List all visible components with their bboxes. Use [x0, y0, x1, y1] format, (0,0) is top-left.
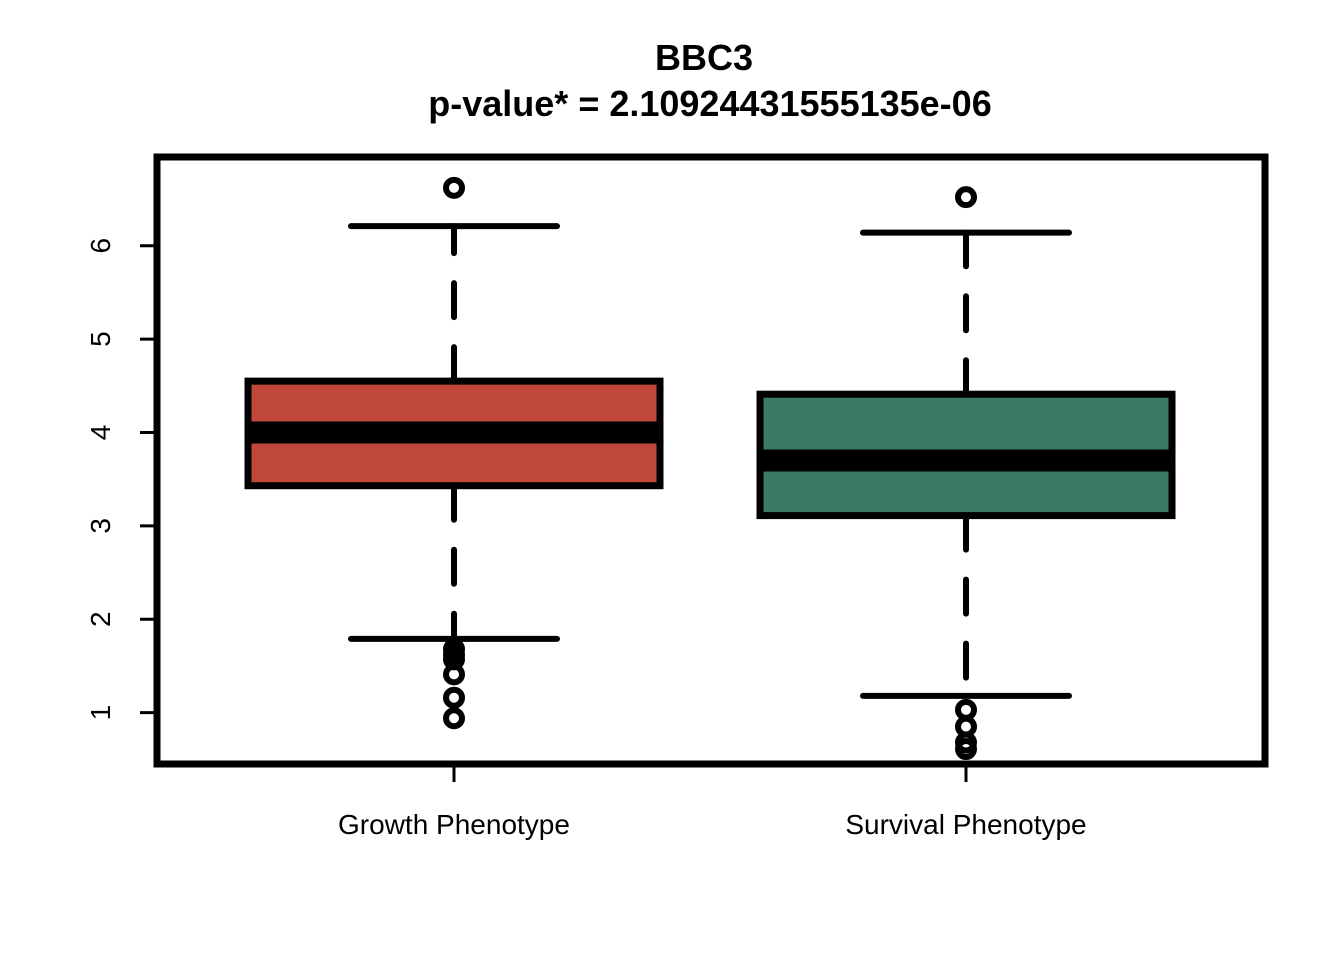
y-tick-label: 3 — [85, 518, 116, 534]
outlier-point — [955, 738, 977, 761]
outlier-point — [443, 663, 465, 686]
x-tick-label: Survival Phenotype — [845, 809, 1086, 840]
plot-area: 1 2 3 4 5 6 Growth Phenotype Survival Phenotype — [85, 153, 1269, 840]
outlier-point — [443, 686, 465, 709]
outlier-point — [443, 176, 465, 199]
y-tick-label: 1 — [85, 705, 116, 721]
y-tick-label: 6 — [85, 238, 116, 254]
y-tick-label: 5 — [85, 331, 116, 347]
y-tick-label: 2 — [85, 611, 116, 627]
x-tick-label: Growth Phenotype — [338, 809, 570, 840]
outlier-point — [955, 186, 977, 209]
outlier-point — [955, 698, 977, 721]
y-tick-label: 4 — [85, 425, 116, 441]
outlier-point — [443, 707, 465, 730]
plot-frame — [153, 153, 1269, 768]
chart-title: BBC3 — [655, 37, 753, 78]
chart-subtitle: p-value* = 2.10924431555135e-06 — [428, 83, 991, 124]
